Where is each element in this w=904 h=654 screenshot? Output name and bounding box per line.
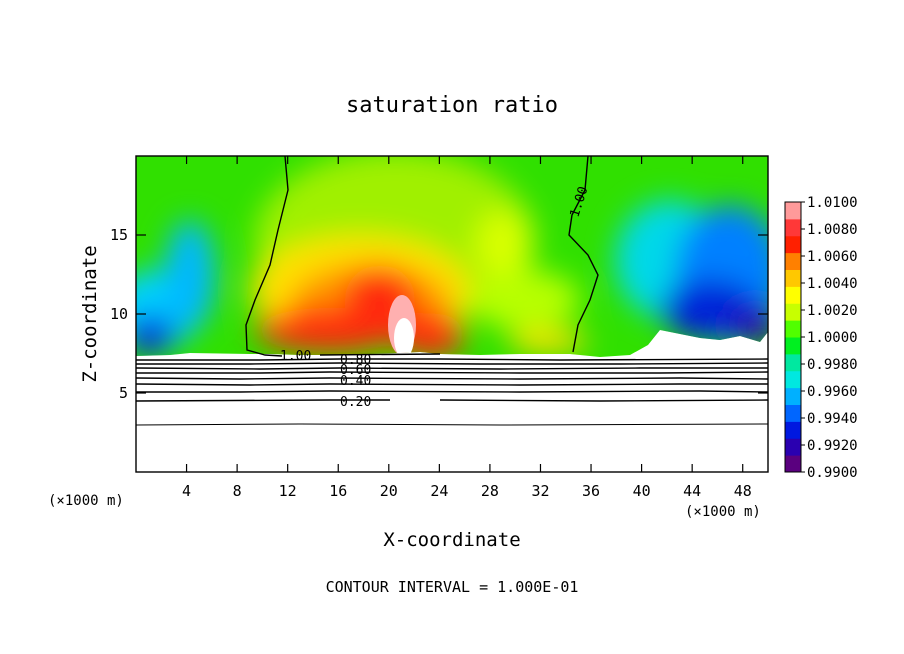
colorbar-tick-label: 1.0060 <box>807 249 858 265</box>
colorbar-tick-label: 1.0100 <box>807 195 858 211</box>
x-tick-label: 20 <box>380 482 398 500</box>
contour-label-5: 0.40 <box>340 374 371 389</box>
colorbar-swatch <box>785 235 801 254</box>
colorbar-tick-label: 0.9960 <box>807 384 858 400</box>
x-tick-label: 40 <box>633 482 651 500</box>
colorbar: 1.0100 1.0080 1.0060 1.0040 1.0020 1.0000 0.99… <box>784 195 858 481</box>
colorbar-tick-label: 1.0080 <box>807 222 858 238</box>
colorbar-swatch <box>785 353 801 372</box>
colorbar-swatch <box>785 269 801 287</box>
colorbar-swatch <box>785 438 801 456</box>
contour-label-3: 0.80 <box>340 353 371 368</box>
colorbar-swatch <box>785 404 801 422</box>
colorbar-swatch <box>785 252 801 270</box>
colorbar-tick-label: 1.0000 <box>807 330 858 346</box>
x-tick-label: 48 <box>734 482 752 500</box>
colorbar-swatch <box>785 370 801 389</box>
colorbar-tick-label: 0.9940 <box>807 411 858 427</box>
colorbar-swatch <box>785 303 801 321</box>
colorbar-swatch <box>785 320 801 338</box>
x-tick-label: 24 <box>430 482 448 500</box>
colorbar-tick-label: 0.9920 <box>807 438 858 454</box>
colorbar-tick-label: 0.9980 <box>807 357 858 373</box>
chart-title: saturation ratio <box>346 93 558 118</box>
colorbar-swatch <box>785 202 801 220</box>
x-unit-label-right: (×1000 m) <box>685 504 761 520</box>
saturation-field <box>136 156 768 357</box>
x-tick-label: 8 <box>233 482 242 500</box>
y-tick-label: 10 <box>110 305 128 323</box>
colorbar-tick-label: 1.0040 <box>807 276 858 292</box>
colorbar-swatch <box>785 387 801 405</box>
contour-lines <box>136 156 768 426</box>
y-tick-label: 5 <box>119 384 128 402</box>
contour-interval-note: CONTOUR INTERVAL = 1.000E-01 <box>326 578 579 596</box>
contour-line-left <box>245 156 289 357</box>
colorbar-swatch <box>785 337 801 355</box>
x-tick-label: 44 <box>683 482 701 500</box>
x-tick-label: 28 <box>481 482 499 500</box>
colorbar-tick-label: 0.9900 <box>807 465 858 481</box>
contour-line-right <box>568 156 599 353</box>
colorbar-swatch <box>785 286 801 304</box>
colorbar-swatch <box>785 455 801 473</box>
x-tick-label: 12 <box>279 482 297 500</box>
colorbar-swatch <box>785 218 801 237</box>
x-unit-label-left: (×1000 m) <box>48 493 124 509</box>
contour-label-1: 1.00 <box>280 349 311 364</box>
x-tick-label: 4 <box>182 482 191 500</box>
colorbar-swatch <box>785 421 801 439</box>
x-tick-label: 36 <box>582 482 600 500</box>
x-tick-label: 16 <box>329 482 347 500</box>
contour-labels: 1.00 1.00 0.80 0.60 0.40 0.20 <box>280 185 591 410</box>
colorbar-tick-label: 1.0020 <box>807 303 858 319</box>
contour-label-6: 0.20 <box>340 395 371 410</box>
y-tick-label: 15 <box>110 226 128 244</box>
contour-label-4: 0.60 <box>340 363 371 378</box>
x-axis-label: X-coordinate <box>383 529 520 551</box>
x-tick-label: 32 <box>531 482 549 500</box>
y-axis-label: Z-coordinate <box>79 245 101 382</box>
